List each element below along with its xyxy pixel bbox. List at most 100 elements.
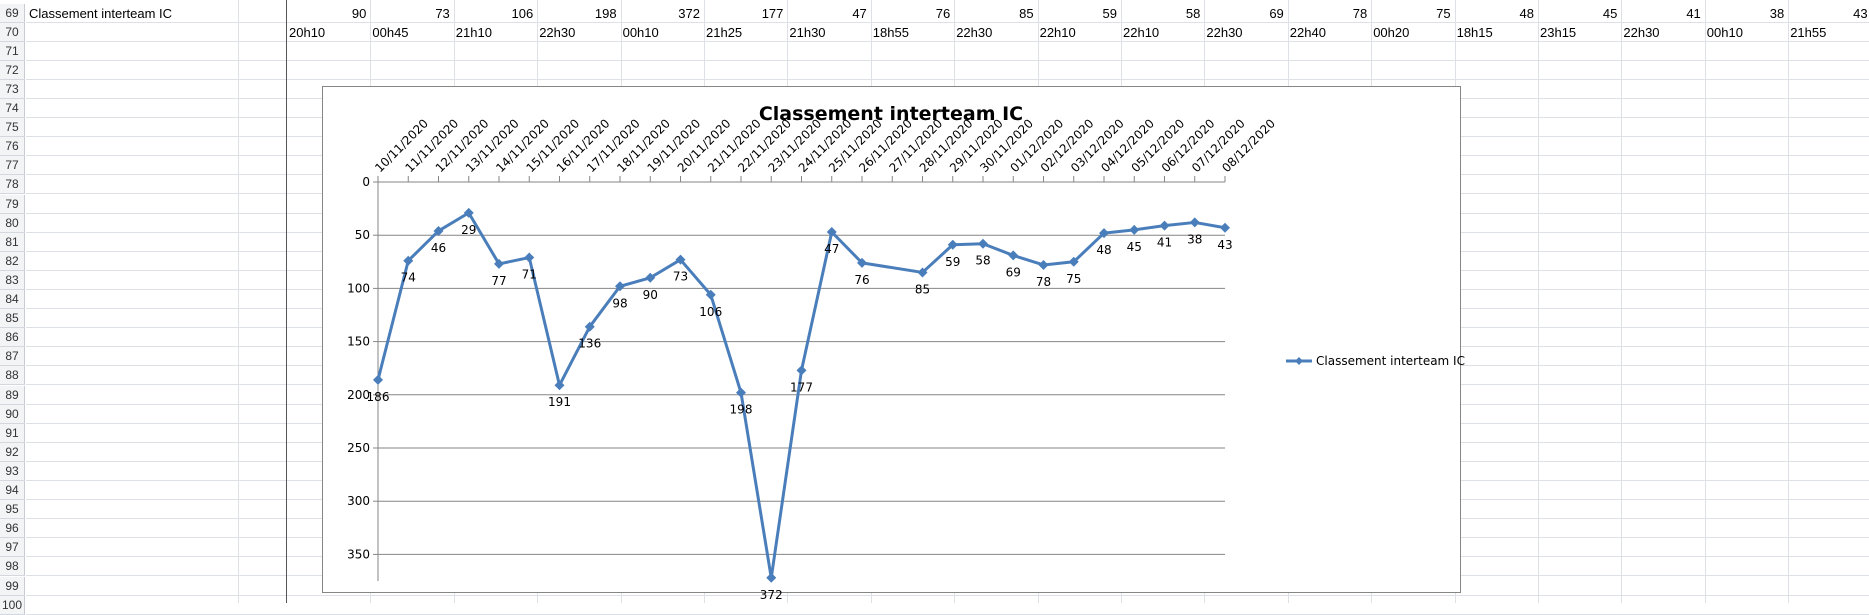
cell-time[interactable]: 21h55 [1790, 24, 1827, 40]
row-header[interactable]: 92 [0, 442, 25, 462]
row-header[interactable]: 81 [0, 232, 25, 252]
column-divider [238, 0, 239, 603]
data-point [796, 365, 807, 376]
row-header[interactable]: 69 [0, 3, 25, 23]
cell-value[interactable]: 106 [511, 5, 534, 21]
row-header[interactable]: 80 [0, 213, 25, 233]
cell-time[interactable]: 18h15 [1456, 24, 1493, 40]
cell-value[interactable]: 76 [935, 5, 951, 21]
cell-time[interactable]: 22h10 [1123, 24, 1160, 40]
row-header[interactable]: 95 [0, 500, 25, 520]
data-point [1008, 250, 1019, 261]
cell-value[interactable]: 48 [1519, 5, 1534, 21]
data-point [766, 572, 777, 583]
sheet-row [26, 61, 1869, 80]
cell-value[interactable]: 47 [852, 5, 867, 21]
cell-value[interactable]: 43 [1853, 5, 1868, 21]
data-label: 45 [1127, 240, 1142, 254]
cell-time[interactable]: 00h20 [1373, 24, 1410, 40]
row-header[interactable]: 73 [0, 79, 25, 99]
cell-time[interactable]: 00h10 [1706, 24, 1743, 40]
cell-value[interactable]: 90 [351, 5, 367, 21]
cell-value[interactable]: 75 [1436, 5, 1451, 21]
data-point [1068, 256, 1079, 267]
cell-time[interactable]: 23h15 [1540, 24, 1577, 40]
cell-time[interactable]: 00h10 [622, 24, 659, 40]
row-header[interactable]: 88 [0, 366, 25, 386]
row-header[interactable]: 74 [0, 99, 25, 118]
row-header[interactable]: 85 [0, 309, 25, 329]
row-header[interactable]: 93 [0, 461, 25, 481]
row-header[interactable]: 76 [0, 137, 25, 157]
cell-value[interactable]: 177 [761, 5, 784, 21]
cell-time[interactable]: 18h55 [872, 24, 909, 40]
row-header[interactable]: 82 [0, 251, 25, 271]
cell-row69-label[interactable]: Classement interteam IC [29, 5, 173, 21]
data-point [1189, 217, 1200, 228]
cell-value[interactable]: 78 [1352, 5, 1368, 21]
data-point [494, 258, 504, 269]
data-label: 98 [612, 296, 627, 310]
row-header[interactable]: 96 [0, 519, 25, 539]
row-header[interactable]: 75 [0, 118, 25, 138]
row-header[interactable]: 86 [0, 328, 25, 348]
cell-value[interactable]: 41 [1686, 5, 1701, 21]
row-header[interactable]: 94 [0, 481, 25, 500]
row-header[interactable]: 91 [0, 423, 25, 443]
cell-time[interactable]: 22h30 [1623, 24, 1660, 40]
data-point [1129, 224, 1140, 235]
y-tick-label: 50 [355, 228, 370, 242]
data-label: 76 [854, 273, 869, 287]
line-chart[interactable]: Classement interteam IC 0 50 100 150 200 250 30… [322, 86, 1465, 602]
row-header[interactable]: 90 [0, 404, 25, 424]
cell-value[interactable]: 38 [1769, 5, 1785, 21]
data-point [857, 257, 867, 268]
row-header[interactable]: 83 [0, 270, 25, 290]
cell-time[interactable]: 00h45 [372, 24, 409, 40]
sheet-row [26, 23, 1869, 42]
row-header[interactable]: 70 [0, 22, 25, 42]
cell-time[interactable]: 22h40 [1289, 24, 1326, 40]
cell-time[interactable]: 21h30 [789, 24, 826, 40]
sheet-row [26, 577, 1869, 596]
data-label: 59 [945, 255, 960, 269]
cell-time[interactable]: 21h10 [455, 24, 492, 40]
column-divider [1538, 0, 1539, 603]
data-label: 73 [673, 270, 688, 284]
cell-time[interactable]: 22h30 [1206, 24, 1243, 40]
cell-value[interactable]: 198 [594, 5, 617, 21]
cell-time[interactable]: 21h25 [706, 24, 743, 40]
y-tick-label: 250 [347, 441, 370, 455]
row-header[interactable]: 98 [0, 557, 25, 577]
cell-value[interactable]: 372 [678, 5, 700, 21]
row-header[interactable]: 97 [0, 538, 25, 558]
cell-value[interactable]: 69 [1269, 5, 1284, 21]
row-header[interactable]: 87 [0, 347, 25, 367]
cell-value[interactable]: 58 [1185, 5, 1201, 21]
cell-time[interactable]: 22h10 [1039, 24, 1076, 40]
cell-value[interactable]: 45 [1602, 5, 1618, 21]
data-point [463, 207, 474, 218]
row-header[interactable]: 99 [0, 576, 25, 596]
row-header[interactable]: 78 [0, 175, 25, 195]
data-point [1099, 228, 1109, 239]
cell-time[interactable]: 22h30 [956, 24, 993, 40]
y-tick-label: 350 [347, 547, 370, 561]
data-label: 77 [491, 274, 506, 288]
row-header[interactable]: 72 [0, 60, 25, 80]
data-point [524, 252, 535, 263]
cell-value[interactable]: 85 [1019, 5, 1034, 21]
row-header[interactable]: 84 [0, 290, 25, 309]
sheet-row [26, 4, 1869, 23]
cell-value[interactable]: 59 [1102, 5, 1117, 21]
row-header[interactable]: 77 [0, 156, 25, 176]
data-point [917, 267, 928, 278]
cell-time[interactable]: 20h10 [289, 24, 326, 40]
row-header[interactable]: 71 [0, 41, 25, 61]
row-header[interactable]: 79 [0, 194, 25, 214]
cell-time[interactable]: 22h30 [539, 24, 576, 40]
y-tick-label: 200 [347, 388, 370, 402]
row-header[interactable]: 89 [0, 385, 25, 405]
data-label: 69 [1006, 265, 1021, 279]
cell-value[interactable]: 73 [435, 5, 450, 21]
